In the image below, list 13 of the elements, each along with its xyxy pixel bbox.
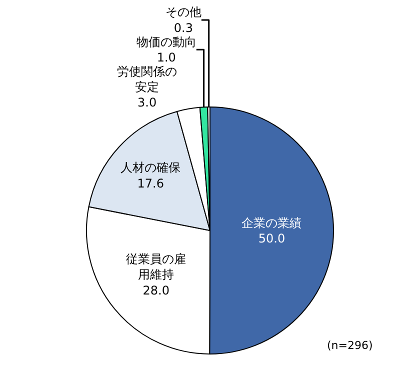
slice-label: 労使関係の安定 bbox=[117, 64, 178, 94]
slice-label: その他 bbox=[165, 5, 202, 20]
data-label: 17.6 bbox=[137, 176, 164, 190]
slice-label: 人材の確保 bbox=[120, 160, 181, 175]
data-label: 1.0 bbox=[156, 50, 176, 64]
data-label: 50.0 bbox=[258, 231, 286, 246]
data-label: 28.0 bbox=[142, 283, 170, 298]
text: (n=296) bbox=[327, 339, 373, 352]
slice-label: 従業員の雇用維持 bbox=[126, 252, 186, 282]
data-label: 0.3 bbox=[174, 20, 193, 35]
data-label: 3.0 bbox=[138, 96, 157, 110]
slice-label: 企業の業績 bbox=[242, 216, 302, 230]
slice-label: 物価の動向 bbox=[136, 34, 196, 49]
